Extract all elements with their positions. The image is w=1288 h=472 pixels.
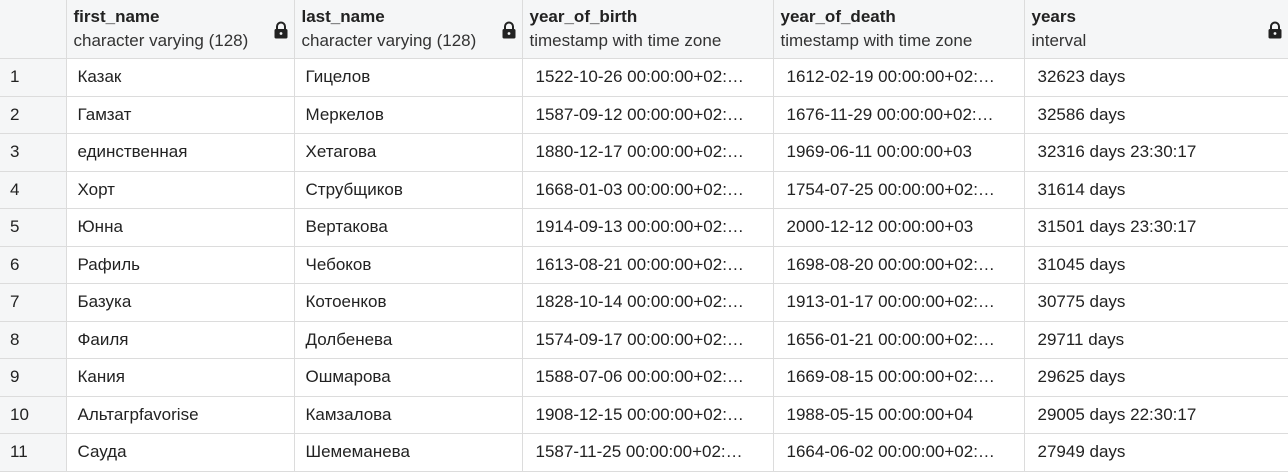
table-row[interactable]: 10 Альтагрfavorise Камзалова 1908-12-15 00:…	[0, 396, 1288, 434]
column-name: year_of_death	[780, 7, 896, 26]
cell-year-of-birth[interactable]: 1613-08-21 00:00:00+02:…	[522, 246, 774, 284]
cell-last-name[interactable]: Долбенева	[294, 321, 523, 359]
lock-icon	[501, 21, 517, 39]
column-header-first-name[interactable]: first_name character varying (128)	[66, 0, 295, 59]
column-header-last-name[interactable]: last_name character varying (128)	[294, 0, 523, 59]
row-number-header[interactable]	[0, 0, 67, 59]
cell-year-of-death[interactable]: 1969-06-11 00:00:00+03	[773, 133, 1025, 172]
cell-first-name[interactable]: Гамзат	[66, 96, 295, 134]
cell-year-of-death[interactable]: 1698-08-20 00:00:00+02:…	[773, 246, 1025, 284]
table-row[interactable]: 7 Базука Котоенков 1828-10-14 00:00:00+02:……	[0, 283, 1288, 322]
column-header-year-of-death[interactable]: year_of_death timestamp with time zone	[773, 0, 1025, 59]
column-name: last_name	[301, 7, 385, 26]
cell-years[interactable]: 27949 days	[1024, 433, 1288, 472]
cell-year-of-birth[interactable]: 1574-09-17 00:00:00+02:…	[522, 321, 774, 359]
cell-last-name[interactable]: Шемеманева	[294, 433, 523, 472]
row-number[interactable]: 8	[0, 321, 67, 359]
column-type: timestamp with time zone	[529, 31, 722, 50]
cell-first-name[interactable]: Юнна	[66, 208, 295, 247]
lock-icon	[273, 21, 289, 39]
row-number[interactable]: 10	[0, 396, 67, 434]
header-row: first_name character varying (128) last_…	[0, 0, 1288, 59]
cell-first-name[interactable]: Альтагрfavorise	[66, 396, 295, 434]
cell-last-name[interactable]: Хетагова	[294, 133, 523, 172]
cell-years[interactable]: 32623 days	[1024, 58, 1288, 97]
cell-year-of-birth[interactable]: 1587-09-12 00:00:00+02:…	[522, 96, 774, 134]
cell-year-of-birth[interactable]: 1522-10-26 00:00:00+02:…	[522, 58, 774, 97]
table-row[interactable]: 5 Юнна Вертакова 1914-09-13 00:00:00+02:… 20…	[0, 208, 1288, 247]
cell-first-name[interactable]: Казак	[66, 58, 295, 97]
cell-last-name[interactable]: Ошмарова	[294, 358, 523, 397]
grid-body: 1 Казак Гицелов 1522-10-26 00:00:00+02:… 161…	[0, 58, 1288, 472]
column-type: interval	[1031, 31, 1087, 50]
cell-year-of-death[interactable]: 1913-01-17 00:00:00+02:…	[773, 283, 1025, 322]
cell-last-name[interactable]: Вертакова	[294, 208, 523, 247]
cell-first-name[interactable]: единственная	[66, 133, 295, 172]
cell-last-name[interactable]: Струбщиков	[294, 171, 523, 209]
cell-year-of-death[interactable]: 1669-08-15 00:00:00+02:…	[773, 358, 1025, 397]
cell-year-of-birth[interactable]: 1908-12-15 00:00:00+02:…	[522, 396, 774, 434]
row-number[interactable]: 1	[0, 58, 67, 97]
row-number[interactable]: 6	[0, 246, 67, 284]
row-number[interactable]: 4	[0, 171, 67, 209]
table-row[interactable]: 8 Фаиля Долбенева 1574-09-17 00:00:00+02:… 1…	[0, 321, 1288, 359]
table-row[interactable]: 9 Кания Ошмарова 1588-07-06 00:00:00+02:… 16…	[0, 358, 1288, 397]
cell-years[interactable]: 31501 days 23:30:17	[1024, 208, 1288, 247]
table-row[interactable]: 1 Казак Гицелов 1522-10-26 00:00:00+02:… 161…	[0, 58, 1288, 97]
cell-year-of-birth[interactable]: 1588-07-06 00:00:00+02:…	[522, 358, 774, 397]
cell-year-of-birth[interactable]: 1914-09-13 00:00:00+02:…	[522, 208, 774, 247]
cell-first-name[interactable]: Сауда	[66, 433, 295, 472]
cell-last-name[interactable]: Чебоков	[294, 246, 523, 284]
lock-icon	[1267, 21, 1283, 39]
cell-years[interactable]: 29005 days 22:30:17	[1024, 396, 1288, 434]
cell-year-of-death[interactable]: 1656-01-21 00:00:00+02:…	[773, 321, 1025, 359]
cell-years[interactable]: 29711 days	[1024, 321, 1288, 359]
cell-year-of-birth[interactable]: 1668-01-03 00:00:00+02:…	[522, 171, 774, 209]
cell-years[interactable]: 29625 days	[1024, 358, 1288, 397]
cell-year-of-death[interactable]: 1754-07-25 00:00:00+02:…	[773, 171, 1025, 209]
row-number[interactable]: 2	[0, 96, 67, 134]
table-row[interactable]: 6 Рафиль Чебоков 1613-08-21 00:00:00+02:… 16…	[0, 246, 1288, 284]
cell-year-of-death[interactable]: 1676-11-29 00:00:00+02:…	[773, 96, 1025, 134]
row-number[interactable]: 5	[0, 208, 67, 247]
column-type: character varying (128)	[301, 31, 477, 50]
table-row[interactable]: 2 Гамзат Меркелов 1587-09-12 00:00:00+02:… 1…	[0, 96, 1288, 134]
cell-year-of-birth[interactable]: 1828-10-14 00:00:00+02:…	[522, 283, 774, 322]
column-type: timestamp with time zone	[780, 31, 973, 50]
row-number[interactable]: 9	[0, 358, 67, 397]
cell-last-name[interactable]: Меркелов	[294, 96, 523, 134]
table-row[interactable]: 4 Хорт Струбщиков 1668-01-03 00:00:00+02:… 1…	[0, 171, 1288, 209]
cell-years[interactable]: 32586 days	[1024, 96, 1288, 134]
cell-years[interactable]: 31045 days	[1024, 246, 1288, 284]
cell-years[interactable]: 32316 days 23:30:17	[1024, 133, 1288, 172]
cell-years[interactable]: 30775 days	[1024, 283, 1288, 322]
column-name: year_of_birth	[529, 7, 638, 26]
cell-year-of-birth[interactable]: 1587-11-25 00:00:00+02:…	[522, 433, 774, 472]
column-header-years[interactable]: years interval	[1024, 0, 1288, 59]
cell-year-of-death[interactable]: 1664-06-02 00:00:00+02:…	[773, 433, 1025, 472]
cell-first-name[interactable]: Базука	[66, 283, 295, 322]
cell-last-name[interactable]: Котоенков	[294, 283, 523, 322]
cell-first-name[interactable]: Хорт	[66, 171, 295, 209]
cell-year-of-death[interactable]: 1612-02-19 00:00:00+02:…	[773, 58, 1025, 97]
table-row[interactable]: 3 единственная Хетагова 1880-12-17 00:00:00…	[0, 133, 1288, 172]
cell-year-of-birth[interactable]: 1880-12-17 00:00:00+02:…	[522, 133, 774, 172]
cell-years[interactable]: 31614 days	[1024, 171, 1288, 209]
column-type: character varying (128)	[73, 31, 249, 50]
row-number[interactable]: 11	[0, 433, 67, 472]
cell-year-of-death[interactable]: 2000-12-12 00:00:00+03	[773, 208, 1025, 247]
column-name: years	[1031, 7, 1076, 26]
table-row[interactable]: 11 Сауда Шемеманева 1587-11-25 00:00:00+02:…	[0, 433, 1288, 472]
cell-year-of-death[interactable]: 1988-05-15 00:00:00+04	[773, 396, 1025, 434]
cell-last-name[interactable]: Камзалова	[294, 396, 523, 434]
cell-first-name[interactable]: Кания	[66, 358, 295, 397]
cell-first-name[interactable]: Фаиля	[66, 321, 295, 359]
column-header-year-of-birth[interactable]: year_of_birth timestamp with time zone	[522, 0, 774, 59]
column-name: first_name	[73, 7, 160, 26]
row-number[interactable]: 3	[0, 133, 67, 172]
row-number[interactable]: 7	[0, 283, 67, 322]
cell-first-name[interactable]: Рафиль	[66, 246, 295, 284]
cell-last-name[interactable]: Гицелов	[294, 58, 523, 97]
